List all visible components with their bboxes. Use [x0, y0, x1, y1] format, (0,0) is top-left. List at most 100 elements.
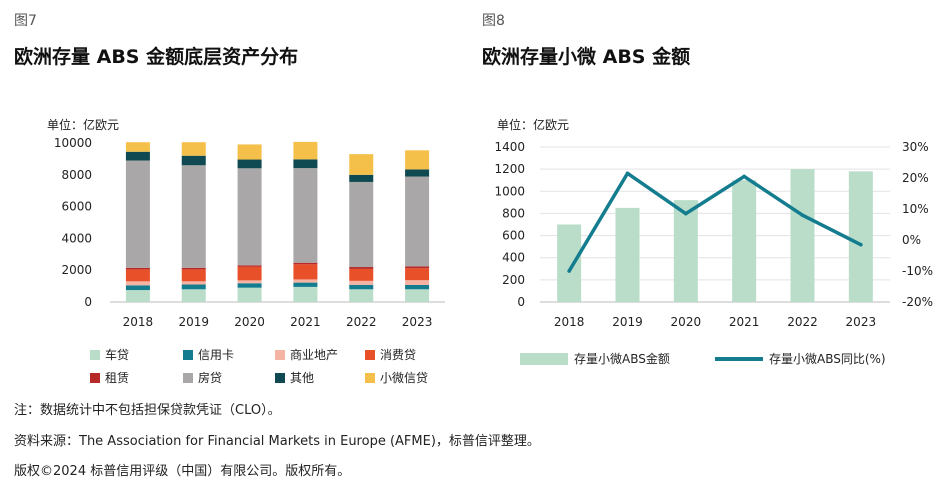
fig7-y-tick-label: 6000 [61, 200, 92, 214]
legend-swatch [90, 372, 100, 383]
fig7-label: 图7 [14, 13, 37, 29]
legend-label: 商业地产 [290, 348, 339, 362]
fig7-legend-item: 租赁 [90, 369, 129, 386]
fig7-bar-segment [181, 267, 206, 270]
fig7-bar-segment [349, 181, 374, 268]
fig7-y-tick-label: 0 [84, 295, 92, 309]
fig7-x-tick-label: 2022 [346, 315, 377, 329]
fig7-x-tick-label: 2021 [290, 315, 321, 329]
fig8-bar [615, 207, 640, 302]
fig7-bar-segment [349, 289, 374, 302]
fig7-legend-item: 信用卡 [183, 346, 234, 363]
fig7-bar-segment [405, 280, 430, 285]
legend-swatch [520, 352, 568, 365]
legend-label: 信用卡 [198, 348, 235, 362]
fig7-y-tick-label: 2000 [61, 263, 92, 277]
fig8-x-tick-label: 2019 [612, 315, 643, 329]
fig8-y2-tick-label: 20% [902, 171, 929, 185]
fig7-bar-segment [181, 155, 206, 166]
fig8-bar [557, 224, 582, 302]
footnote-copyright: 版权©2024 标普信用评级（中国）有限公司。版权所有。 [14, 464, 351, 479]
fig8-y-tick-label: 0 [517, 295, 525, 309]
fig7-title: 欧洲存量 ABS 金额底层资产分布 [14, 46, 299, 68]
fig8-line-point [684, 211, 688, 216]
legend-swatch [275, 372, 285, 383]
fig7-bar-segment [181, 281, 206, 285]
legend-label: 房贷 [198, 371, 223, 385]
fig8-line-point [625, 171, 630, 176]
legend-label: 其他 [290, 371, 315, 385]
fig7-bar-segment [237, 265, 262, 267]
fig8-yoy-line [567, 171, 863, 273]
fig7-y-tick-label: 10000 [54, 136, 92, 150]
fig8-line-point [859, 242, 863, 247]
legend-swatch [365, 349, 375, 360]
legend-label: 租赁 [105, 371, 130, 385]
legend-swatch [183, 349, 193, 360]
fig7-bar-segment [125, 281, 150, 286]
fig8-legend-item: 存量小微ABS金额 [520, 350, 670, 367]
fig7-bar-segment [125, 151, 150, 161]
fig8-x-tick-label: 2020 [671, 315, 702, 329]
fig7-bar-segment [181, 142, 206, 156]
fig7-bar-segment [181, 165, 206, 268]
fig8-x-tick-label: 2023 [846, 315, 877, 329]
fig7-legend-item: 商业地产 [275, 346, 338, 363]
fig7-bar-segment [405, 289, 430, 302]
fig7-bar-segment [125, 290, 150, 302]
fig7-bar-segment [405, 169, 430, 177]
fig8-y-tick-label: 400 [502, 251, 525, 265]
fig8-title: 欧洲存量小微 ABS 金额 [482, 46, 691, 68]
fig7-legend-item: 房贷 [183, 369, 222, 386]
fig7-bar-segment [293, 264, 318, 280]
fig7-bar-segment [349, 268, 374, 281]
fig8-combo-chart: 0 200 400 600 800 1000 1200 1400 -20% -10% 0% 10% 20… [494, 140, 933, 329]
fig8-y-tick-label: 600 [502, 229, 525, 243]
legend-label: 消费贷 [380, 348, 417, 362]
fig7-bar-segment [293, 279, 318, 283]
legend-swatch [715, 356, 763, 361]
fig7-bar-segment [293, 282, 318, 287]
fig7-bar-segment [349, 284, 374, 290]
legend-swatch [365, 372, 375, 383]
fig8-x-tick-label: 2018 [554, 315, 585, 329]
fig7-legend-item: 小微信贷 [365, 369, 428, 386]
fig7-bar-segment [125, 160, 150, 268]
fig7-bar-segment [293, 262, 318, 265]
fig8-legend: 存量小微ABS金额 存量小微ABS同比(%) [470, 345, 945, 370]
fig7-bar-segment [237, 266, 262, 281]
fig7-unit: 单位：亿欧元 [47, 118, 120, 132]
fig7-bar-segment [181, 269, 206, 282]
fig8-line-point [800, 213, 805, 217]
fig7-bar-segment [293, 141, 318, 160]
footnote-note: 注：数据统计中不包括担保贷款凭证（CLO）。 [14, 403, 281, 418]
legend-swatch [90, 349, 100, 360]
fig7-x-tick-label: 2019 [178, 315, 209, 329]
fig7-bar-segment [237, 287, 262, 302]
fig7-stacked-bar-chart: 0 2000 4000 6000 8000 10000 2018 2019 2020 2021 20… [54, 136, 445, 329]
fig8-y2-tick-label: -20% [902, 295, 933, 309]
fig8-bar [673, 200, 698, 302]
fig7-bar-segment [293, 286, 318, 302]
fig7-bar-segment [237, 159, 262, 169]
fig8-y-tick-label: 1400 [494, 140, 525, 154]
fig7-bar-segment [405, 284, 430, 290]
legend-swatch [183, 372, 193, 383]
fig7-bar-segment [349, 267, 374, 269]
fig8-line-point [742, 174, 746, 179]
fig7-bar-segment [237, 283, 262, 288]
footnote-source: 资料来源：The Association for Financial Marke… [14, 434, 540, 449]
fig7-bar-segment [181, 289, 206, 302]
fig8-line-point [567, 269, 571, 273]
fig7-legend-item: 消费贷 [365, 346, 416, 363]
fig7-bar-segment [405, 268, 430, 281]
fig8-y2-tick-label: 10% [902, 202, 929, 216]
fig7-bar-segment [293, 159, 318, 169]
legend-label: 存量小微ABS同比(%) [769, 352, 886, 366]
fig7-bar-segment [237, 144, 262, 160]
fig7-bar-segment [349, 280, 374, 285]
fig7-bar-segment [405, 266, 430, 269]
fig8-x-tick-label: 2022 [787, 315, 818, 329]
legend-swatch [275, 349, 285, 360]
fig7-bar-segment [349, 174, 374, 182]
